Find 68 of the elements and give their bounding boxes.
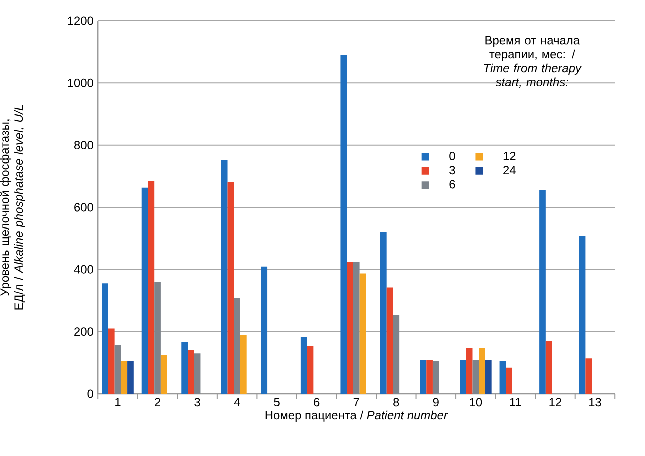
y-tick-label: 1000	[68, 78, 94, 88]
x-tick-label: 7	[354, 398, 360, 406]
bar	[228, 182, 234, 394]
y-tick-label: 200	[74, 328, 94, 336]
bar	[353, 262, 360, 394]
bar	[546, 341, 552, 394]
bar	[102, 284, 108, 394]
bar	[194, 354, 201, 394]
bar	[154, 282, 161, 394]
x-tick-label: 1	[116, 398, 121, 406]
bar	[128, 361, 134, 394]
y-tick-label: 800	[74, 141, 94, 150]
bar	[182, 342, 188, 394]
bar	[540, 190, 546, 394]
x-tick-label: 12	[550, 398, 562, 407]
bar	[142, 188, 148, 394]
bar	[506, 368, 513, 394]
bar	[307, 346, 314, 394]
x-tick-label: 10	[470, 398, 482, 407]
bar	[579, 236, 586, 394]
bar	[261, 266, 268, 394]
bar	[234, 298, 240, 394]
bar	[472, 360, 480, 394]
bar	[121, 361, 128, 394]
bar	[500, 361, 506, 394]
bar	[160, 355, 168, 394]
x-tick-label: 5	[274, 398, 280, 407]
bar	[479, 348, 486, 394]
x-tick-label: 9	[433, 398, 439, 407]
legend-title: Время от начала терапии, мес: / Time from therapy start, months:	[484, 36, 582, 88]
bar	[466, 348, 473, 394]
legend-label: 12	[504, 152, 516, 160]
x-axis-title: Номер пациента / Patient number	[266, 410, 448, 422]
y-tick-label: 400	[74, 265, 94, 274]
bar	[347, 262, 354, 394]
bar	[393, 315, 400, 394]
x-tick-label: 11	[510, 398, 522, 406]
bar	[188, 350, 194, 394]
x-tick-label: 6	[314, 398, 320, 407]
bar	[420, 360, 427, 394]
y-tick-label: 1200	[68, 16, 94, 26]
bar	[386, 288, 394, 394]
legend-label: 0	[450, 152, 456, 160]
bar	[460, 360, 466, 394]
bar	[240, 335, 247, 394]
bar	[340, 55, 348, 394]
bar	[426, 360, 433, 394]
bar	[148, 181, 155, 394]
bar	[114, 345, 122, 394]
legend-label: 24	[504, 166, 516, 174]
bar	[586, 358, 592, 394]
x-tick-label: 3	[194, 398, 200, 407]
x-tick-label: 2	[155, 398, 160, 407]
x-tick-label: 8	[394, 398, 400, 407]
x-tick-label: 4	[234, 398, 240, 406]
legend-label: 6	[450, 180, 456, 189]
y-tick-label: 0	[88, 390, 94, 398]
bar	[360, 274, 366, 394]
legend-label: 3	[450, 166, 456, 175]
y-axis-title: Уровень щелочной фосфатазы, ЕД/л / Alkaline phosphatase level, U/L	[0, 105, 26, 310]
bar	[221, 160, 228, 394]
bar	[300, 337, 308, 394]
bar	[432, 361, 440, 394]
bar	[380, 232, 387, 394]
bar	[108, 328, 115, 394]
x-tick-label: 13	[589, 398, 602, 407]
bar	[485, 360, 492, 394]
y-tick-label: 600	[74, 203, 94, 212]
